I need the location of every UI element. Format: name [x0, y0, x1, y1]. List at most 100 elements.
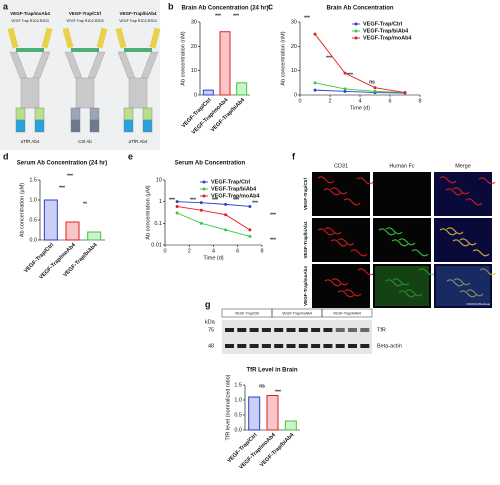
micrograph: [373, 172, 431, 216]
point: [343, 87, 347, 91]
vegf-trap-domain: [115, 27, 127, 49]
significance: ***: [59, 185, 65, 191]
point: [343, 71, 347, 75]
bar: [87, 231, 102, 241]
significance: ns: [259, 383, 265, 389]
variable-domain: [15, 107, 26, 121]
y-tick-label: 1.0: [234, 397, 242, 403]
band: [237, 344, 247, 348]
legend-label: VEGF-Trap/Ctrl: [211, 179, 251, 185]
point: [199, 208, 203, 212]
point: [175, 200, 179, 204]
vegf-trap-domain: [62, 27, 74, 49]
stem: [75, 77, 95, 109]
row-label: VEGF-Trap/Ctrl: [303, 178, 308, 210]
lane-box: [321, 308, 373, 318]
panel-label: f: [292, 151, 296, 161]
significance: ***: [212, 197, 218, 203]
lane-header: VEGF-Trap/Ctrl: [235, 311, 259, 315]
vessel: [459, 290, 477, 298]
vessel: [446, 279, 464, 287]
x-tick-label: 8: [260, 248, 263, 254]
band: [360, 344, 370, 348]
bar: [43, 199, 58, 241]
band: [261, 328, 271, 332]
y-tick-label: 1.5: [29, 177, 37, 183]
x-tick-label: 2: [328, 98, 331, 104]
vegf-trap-domain: [41, 27, 53, 49]
band: [360, 328, 370, 332]
significance: **: [83, 201, 87, 207]
micrograph-legend: CD31/Fc/Nucleus: [466, 302, 490, 306]
point: [224, 228, 228, 232]
significance: ***: [233, 197, 239, 203]
column-header: Merge: [455, 163, 471, 169]
column-header: CD31: [334, 163, 348, 169]
y-tick-label: 1.0: [29, 197, 37, 203]
panel-label: b: [168, 1, 174, 11]
legend-marker: [202, 187, 206, 191]
construct-label: Ctrl Ab: [78, 139, 92, 144]
row-label: VEGF-Trap/biAb4: [303, 221, 308, 259]
panel-label: c: [268, 1, 273, 11]
y-tick-label: 0.1: [154, 221, 162, 227]
band: [298, 328, 308, 332]
band: [249, 328, 259, 332]
series-line: [177, 201, 250, 207]
vessel: [459, 238, 477, 246]
y-tick-label: 30: [191, 19, 197, 25]
chart-title: Serum Ab Concentration (24 hr): [17, 161, 107, 167]
vessel: [478, 177, 496, 185]
band-label: TfR: [377, 327, 386, 333]
y-tick-label: 0.5: [234, 412, 242, 418]
band: [323, 328, 333, 332]
legend-label: VEGF-Trap/biAb4: [363, 28, 409, 34]
point: [248, 234, 252, 238]
bar: [202, 89, 214, 96]
vessel: [331, 278, 349, 286]
band: [298, 344, 308, 348]
construct-label: αTfR Ab4: [129, 139, 148, 144]
band: [274, 344, 284, 348]
band: [311, 328, 321, 332]
y-tick-label: 30: [291, 19, 297, 25]
x-tick-label: 6: [388, 98, 391, 104]
micrograph: [312, 264, 370, 308]
vessel: [445, 188, 463, 196]
legend-marker: [354, 36, 358, 40]
bar: [236, 82, 248, 96]
band: [261, 344, 271, 348]
blot-membrane: [222, 320, 372, 354]
micrograph: [434, 264, 492, 308]
bar: [65, 221, 80, 241]
point: [403, 91, 407, 95]
significance: ***: [67, 173, 73, 179]
linker: [16, 48, 44, 52]
vessel: [439, 176, 457, 184]
point: [199, 221, 203, 225]
significance: ***: [326, 55, 332, 61]
band: [249, 344, 259, 348]
significance: ***: [252, 200, 258, 206]
vessel: [357, 268, 375, 276]
column-header: Human Fc: [389, 163, 415, 169]
constant-domain: [142, 119, 153, 133]
vegf-trap-domain: [149, 27, 161, 49]
panel-label: d: [3, 151, 9, 161]
band: [323, 344, 333, 348]
point: [248, 228, 252, 232]
linker: [124, 48, 152, 52]
y-tick-label: 10: [191, 68, 197, 74]
significance: ***: [275, 389, 281, 395]
vessel: [391, 239, 409, 247]
vessel: [453, 278, 471, 286]
stem: [128, 77, 148, 109]
bar: [284, 420, 297, 431]
legend-label: VEGF-Trap/moAb4: [211, 193, 261, 199]
vessel: [317, 176, 335, 184]
bar: [266, 395, 279, 431]
band: [335, 328, 345, 332]
x-tick-label: VEGF-Trap/biAb4: [259, 432, 296, 469]
legend-label: VEGF-Trap/biAb4: [211, 186, 257, 192]
band: [225, 328, 234, 332]
